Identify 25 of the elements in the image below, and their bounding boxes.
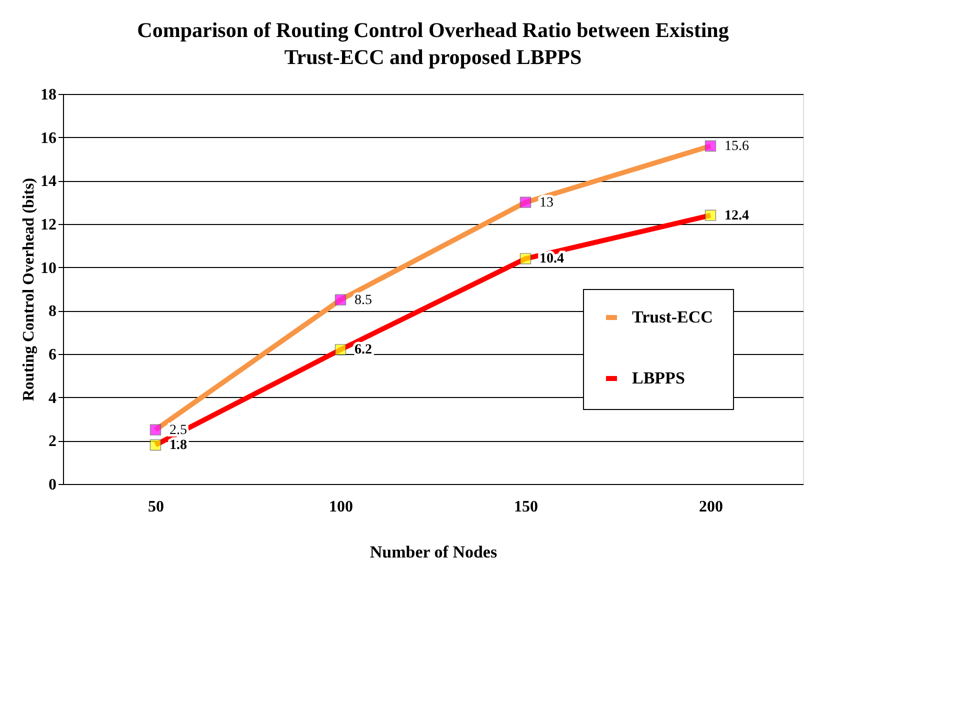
data-label: 6.2 bbox=[354, 342, 372, 358]
data-label: 8.5 bbox=[354, 292, 372, 308]
y-axis-title: Routing Control Overhead (bits) bbox=[20, 178, 38, 402]
data-label: 12.4 bbox=[724, 208, 749, 224]
legend-label: Trust-ECC bbox=[632, 308, 713, 326]
data-label: 15.6 bbox=[724, 139, 749, 154]
y-tick-label: 16 bbox=[40, 130, 56, 147]
x-tick-label: 50 bbox=[148, 498, 164, 516]
x-tick-label: 200 bbox=[699, 498, 723, 516]
y-tick-label: 18 bbox=[40, 86, 56, 104]
x-tick-label: 150 bbox=[514, 498, 538, 516]
data-label: 13 bbox=[540, 195, 554, 210]
y-tick-label: 10 bbox=[40, 260, 56, 277]
y-tick-label: 14 bbox=[40, 173, 56, 190]
y-tick-label: 12 bbox=[40, 216, 56, 234]
legend-label: LBPPS bbox=[632, 368, 685, 388]
data-label: 10.4 bbox=[540, 252, 564, 267]
y-tick-label: 0 bbox=[48, 476, 56, 494]
x-tick-label: 100 bbox=[329, 498, 353, 516]
x-axis-title: Number of Nodes bbox=[370, 542, 498, 562]
y-tick-label: 8 bbox=[48, 303, 56, 320]
y-tick-label: 6 bbox=[48, 346, 56, 364]
chart-title: Comparison of Routing Control Overhead Ratio between Existing Trust-ECC and proposed LBPPS bbox=[137, 18, 730, 69]
y-tick-label: 4 bbox=[48, 390, 56, 407]
y-tick-label: 2 bbox=[48, 433, 56, 450]
